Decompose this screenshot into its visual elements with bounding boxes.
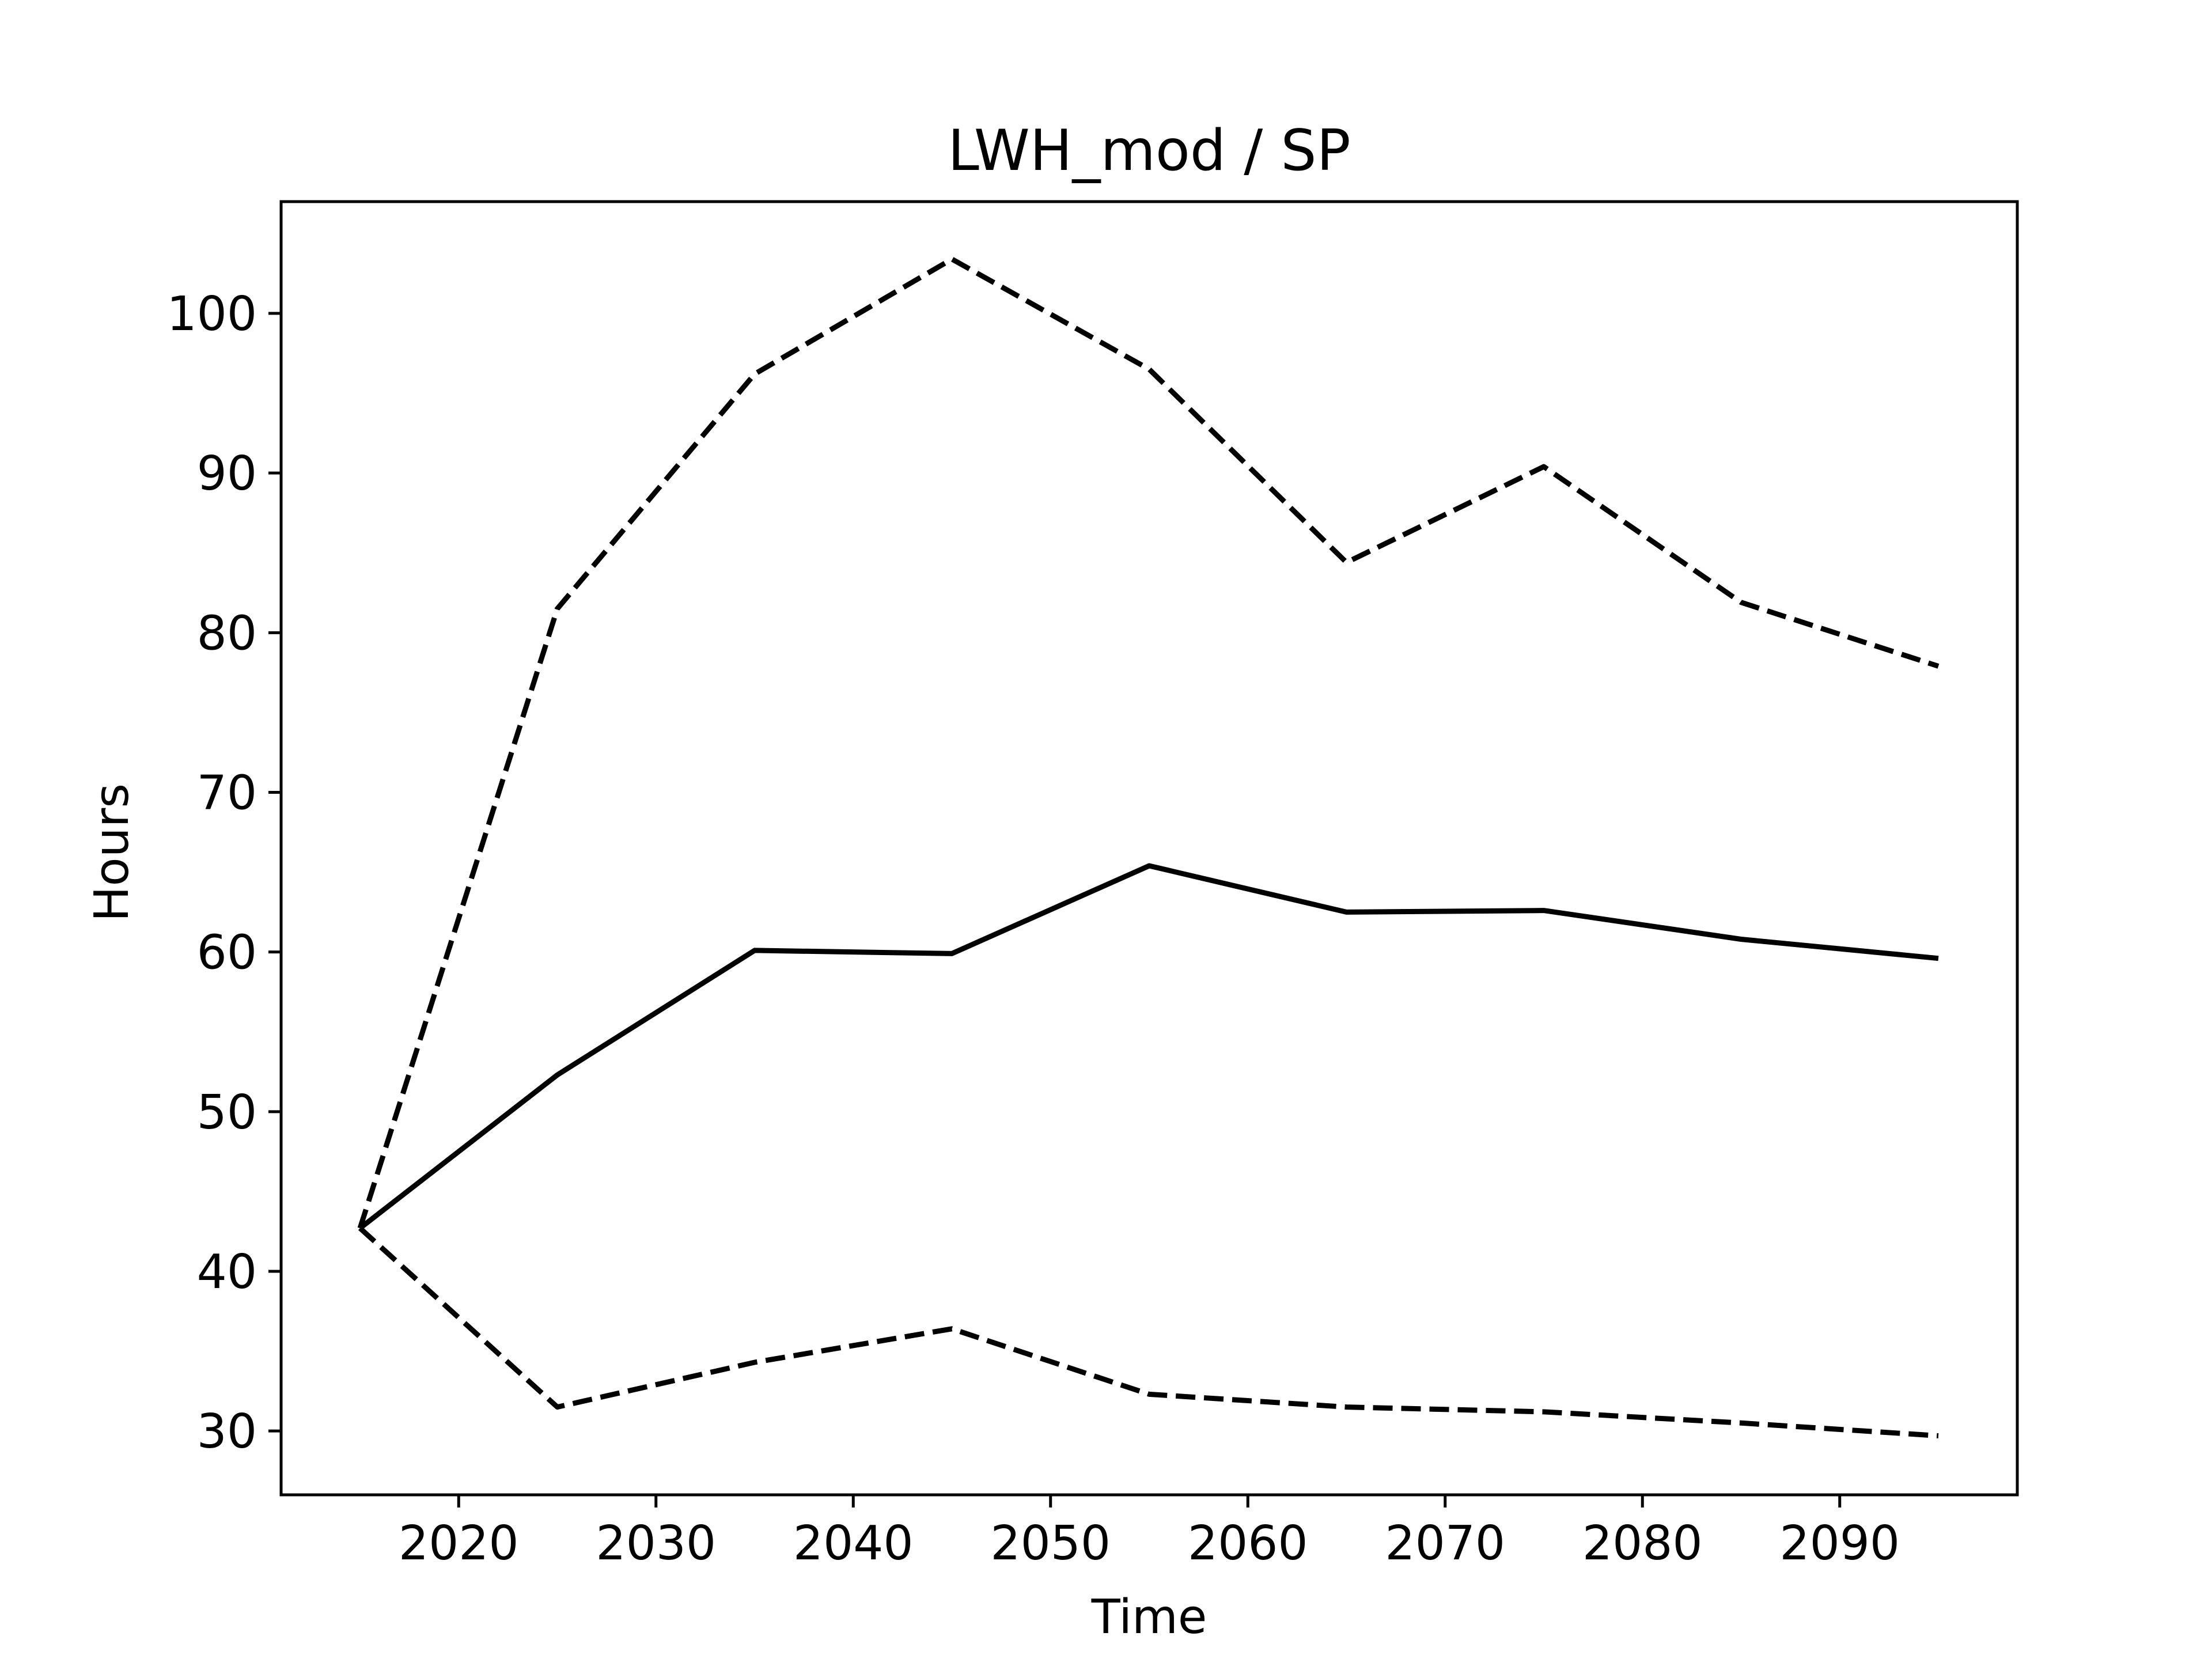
series-line-3 bbox=[358, 1226, 1939, 1438]
series-group bbox=[357, 256, 1940, 1438]
x-axis: 2020 2030 2040 2050 2060 2070 2080 2090 bbox=[399, 1495, 1900, 1571]
y-axis: 30 40 50 60 70 80 90 100 bbox=[166, 287, 281, 1459]
plot-area bbox=[279, 200, 2019, 1497]
x-tick-label: 2030 bbox=[596, 1516, 716, 1571]
series-line-1 bbox=[358, 863, 1939, 1230]
y-tick-label: 40 bbox=[197, 1245, 257, 1300]
y-tick-label: 100 bbox=[166, 287, 257, 342]
plot-frame bbox=[279, 200, 2019, 1497]
y-tick-label: 80 bbox=[197, 606, 257, 661]
x-axis-label: Time bbox=[1091, 1590, 1207, 1645]
x-tick-label: 2070 bbox=[1385, 1516, 1505, 1571]
x-tick-label: 2090 bbox=[1779, 1516, 1900, 1571]
x-tick-label: 2060 bbox=[1188, 1516, 1308, 1571]
y-tick-label: 90 bbox=[197, 446, 257, 501]
chart-title: LWH_mod / SP bbox=[948, 118, 1350, 184]
y-tick-label: 70 bbox=[197, 766, 257, 820]
series-line-2 bbox=[357, 256, 1940, 1229]
x-tick-label: 2050 bbox=[990, 1516, 1111, 1571]
y-tick-label: 60 bbox=[197, 926, 257, 980]
y-tick-label: 50 bbox=[197, 1085, 257, 1140]
x-tick-label: 2080 bbox=[1582, 1516, 1703, 1571]
x-tick-label: 2020 bbox=[399, 1516, 519, 1571]
y-axis-label: Hours bbox=[85, 783, 139, 922]
y-tick-label: 30 bbox=[197, 1404, 257, 1459]
x-tick-label: 2040 bbox=[793, 1516, 914, 1571]
